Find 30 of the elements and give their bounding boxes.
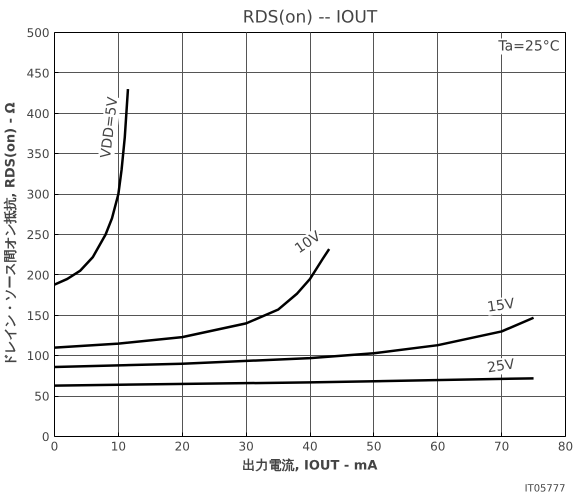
y-tick-label: 400 <box>26 106 50 121</box>
y-tick-label: 450 <box>26 66 50 80</box>
annotation: Ta=25°C <box>497 38 560 54</box>
y-tick-label: 250 <box>26 228 50 242</box>
x-tick-label: 20 <box>174 440 190 454</box>
x-tick-label: 30 <box>238 440 254 454</box>
text: 25V <box>486 356 516 376</box>
x-tick-label: 70 <box>494 440 510 454</box>
x-tick-label: 0 <box>50 440 58 454</box>
y-tick-label: 300 <box>26 188 50 202</box>
text: IT05777 <box>524 484 566 494</box>
y-tick-label: 200 <box>26 268 50 282</box>
x-axis-title: 出力電流, IOUT - mA <box>242 458 378 474</box>
x-tick-label: 60 <box>430 440 446 454</box>
y-tick-label: 150 <box>26 308 50 323</box>
x-tick-label: 50 <box>366 440 382 454</box>
line-series <box>54 88 130 286</box>
text: 10V <box>292 228 324 258</box>
y-tick-label: 350 <box>26 147 50 162</box>
y-tick-label: 500 <box>26 26 50 40</box>
y-axis-title: ドレイン・ソース間オン抵抗, RDS(on) - Ω <box>2 102 19 367</box>
x-tick-label: 40 <box>302 440 318 454</box>
y-tick-label: 0 <box>42 430 50 444</box>
text: VDD=5V <box>98 96 122 160</box>
x-tick-label: 10 <box>110 440 126 454</box>
y-tick-label: 50 <box>34 390 50 404</box>
text: 15V <box>486 296 516 316</box>
chart-title: RDS(on) -- IOUT <box>242 8 378 28</box>
x-tick-label: 80 <box>558 440 574 454</box>
y-tick-label: 100 <box>26 349 50 364</box>
